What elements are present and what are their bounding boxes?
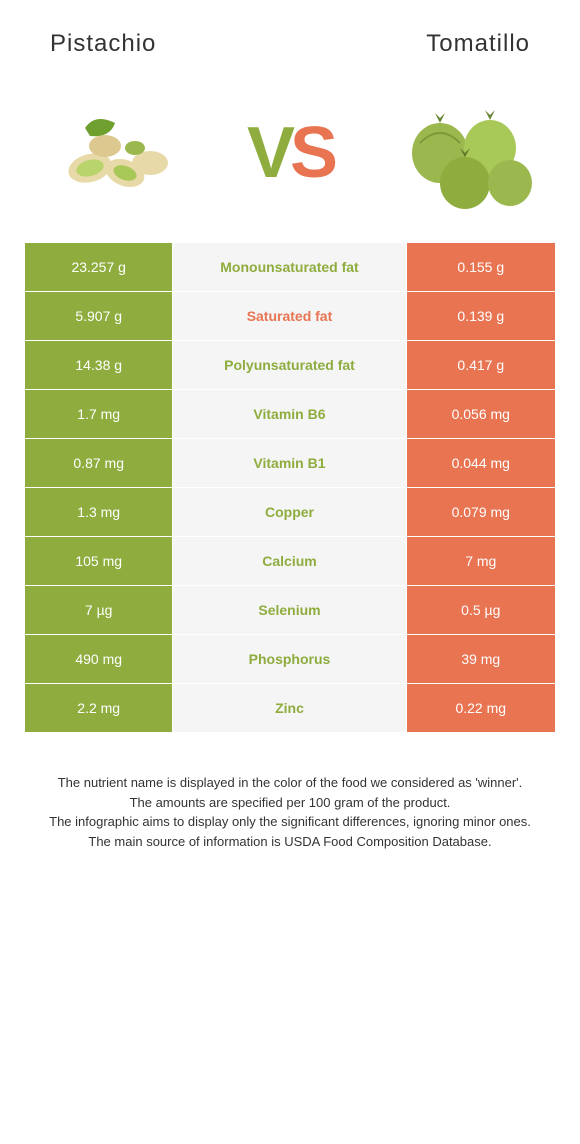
right-value: 39 mg — [407, 635, 555, 683]
nutrient-label: Copper — [173, 488, 406, 536]
vs-label: VS — [247, 112, 333, 194]
right-value: 7 mg — [407, 537, 555, 585]
right-value: 0.079 mg — [407, 488, 555, 536]
nutrient-label: Polyunsaturated fat — [173, 341, 406, 389]
pistachio-image — [40, 93, 190, 213]
table-row: 23.257 gMonounsaturated fat0.155 g — [25, 243, 555, 292]
nutrient-label: Saturated fat — [173, 292, 406, 340]
vs-s-letter: S — [290, 113, 333, 193]
footer-line-2: The amounts are specified per 100 gram o… — [30, 793, 550, 813]
images-row: VS — [0, 73, 580, 243]
table-row: 105 mgCalcium7 mg — [25, 537, 555, 586]
left-value: 5.907 g — [25, 292, 173, 340]
nutrient-label: Selenium — [173, 586, 406, 634]
table-row: 0.87 mgVitamin B10.044 mg — [25, 439, 555, 488]
header: Pistachio Tomatillo — [0, 0, 580, 73]
table-row: 7 µgSelenium0.5 µg — [25, 586, 555, 635]
nutrient-label: Vitamin B1 — [173, 439, 406, 487]
left-value: 23.257 g — [25, 243, 173, 291]
right-value: 0.044 mg — [407, 439, 555, 487]
nutrient-label: Zinc — [173, 684, 406, 732]
footer-line-3: The infographic aims to display only the… — [30, 812, 550, 832]
nutrient-label: Calcium — [173, 537, 406, 585]
table-row: 1.7 mgVitamin B60.056 mg — [25, 390, 555, 439]
table-row: 5.907 gSaturated fat0.139 g — [25, 292, 555, 341]
footer-line-1: The nutrient name is displayed in the co… — [30, 773, 550, 793]
left-value: 490 mg — [25, 635, 173, 683]
nutrient-label: Vitamin B6 — [173, 390, 406, 438]
left-value: 105 mg — [25, 537, 173, 585]
right-value: 0.5 µg — [407, 586, 555, 634]
right-value: 0.056 mg — [407, 390, 555, 438]
left-value: 14.38 g — [25, 341, 173, 389]
left-value: 7 µg — [25, 586, 173, 634]
right-value: 0.22 mg — [407, 684, 555, 732]
left-value: 2.2 mg — [25, 684, 173, 732]
comparison-table: 23.257 gMonounsaturated fat0.155 g5.907 … — [25, 243, 555, 733]
right-value: 0.155 g — [407, 243, 555, 291]
table-row: 1.3 mgCopper0.079 mg — [25, 488, 555, 537]
table-row: 14.38 gPolyunsaturated fat0.417 g — [25, 341, 555, 390]
right-value: 0.139 g — [407, 292, 555, 340]
table-row: 490 mgPhosphorus39 mg — [25, 635, 555, 684]
left-value: 0.87 mg — [25, 439, 173, 487]
vs-v-letter: V — [247, 113, 290, 193]
left-food-title: Pistachio — [50, 30, 156, 58]
left-value: 1.7 mg — [25, 390, 173, 438]
nutrient-label: Monounsaturated fat — [173, 243, 406, 291]
left-value: 1.3 mg — [25, 488, 173, 536]
right-food-title: Tomatillo — [426, 30, 530, 58]
footer-line-4: The main source of information is USDA F… — [30, 832, 550, 852]
right-value: 0.417 g — [407, 341, 555, 389]
table-row: 2.2 mgZinc0.22 mg — [25, 684, 555, 733]
tomatillo-image — [390, 93, 540, 213]
footer-notes: The nutrient name is displayed in the co… — [0, 733, 580, 871]
nutrient-label: Phosphorus — [173, 635, 406, 683]
